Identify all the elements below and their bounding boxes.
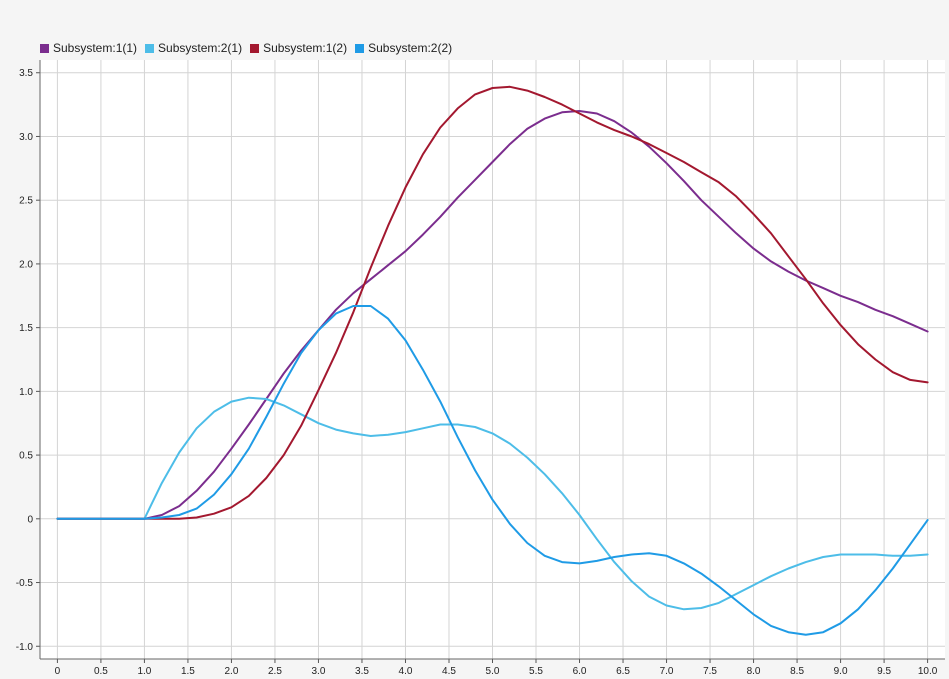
legend-swatch: [40, 43, 49, 53]
x-tick-label: 8.0: [747, 666, 761, 677]
legend-swatch: [355, 43, 365, 53]
x-tick-label: 8.5: [790, 666, 804, 677]
legend-label: Subsystem:1(2): [263, 41, 348, 55]
legend-swatch: [145, 43, 155, 53]
legend-label: Subsystem:2(1): [158, 41, 243, 55]
y-tick-label: 1.5: [19, 323, 33, 334]
x-tick-label: 3.5: [355, 666, 369, 677]
legend-label: Subsystem:2(2): [368, 41, 453, 55]
x-tick-label: 1.5: [181, 666, 195, 677]
x-tick-label: 2.5: [268, 666, 282, 677]
legend-item-1[interactable]: Subsystem:1(1): [40, 41, 137, 55]
x-tick-label: 3.0: [312, 666, 326, 677]
x-tick-label: 7.0: [660, 666, 674, 677]
series-line-4: [56, 305, 929, 636]
series-line-3: [56, 85, 929, 520]
x-tick-label: 9.0: [834, 666, 848, 677]
x-tick-label: 5.5: [529, 666, 543, 677]
x-tick-label: 6.0: [573, 666, 587, 677]
y-tick-label: 3.5: [19, 68, 33, 79]
y-tick-label: 2.5: [19, 196, 33, 207]
x-tick-label: 2.0: [224, 666, 238, 677]
x-tick-label: 4.0: [399, 666, 413, 677]
series-line-1: [56, 110, 929, 520]
x-tick-label: 10.0: [918, 666, 938, 677]
legend-item-4[interactable]: Subsystem:2(2): [355, 41, 452, 55]
x-tick-label: 1.0: [137, 666, 151, 677]
legend-swatch: [250, 43, 260, 53]
legend: Subsystem:1(1) Subsystem:2(1) Subsystem:1(…: [40, 40, 452, 56]
y-tick-label: 3.0: [19, 132, 33, 143]
legend-item-2[interactable]: Subsystem:2(1): [145, 41, 242, 55]
x-tick-label: 6.5: [616, 666, 630, 677]
x-tick-label: 5.0: [486, 666, 500, 677]
series-line-2: [56, 396, 929, 611]
x-tick-label: 4.5: [442, 666, 456, 677]
x-tick-label: 9.5: [877, 666, 891, 677]
x-tick-label: 0: [55, 666, 61, 677]
y-tick-label: -1.0: [16, 642, 34, 653]
legend-item-3[interactable]: Subsystem:1(2): [250, 41, 347, 55]
y-tick-label: 1.0: [19, 387, 33, 398]
x-tick-label: 0.5: [94, 666, 108, 677]
y-tick-label: 0: [27, 514, 33, 525]
y-tick-label: 0.5: [19, 451, 33, 462]
legend-label: Subsystem:1(1): [53, 41, 138, 55]
x-tick-label: 7.5: [703, 666, 717, 677]
y-tick-label: -0.5: [16, 578, 34, 589]
y-tick-label: 2.0: [19, 259, 33, 270]
